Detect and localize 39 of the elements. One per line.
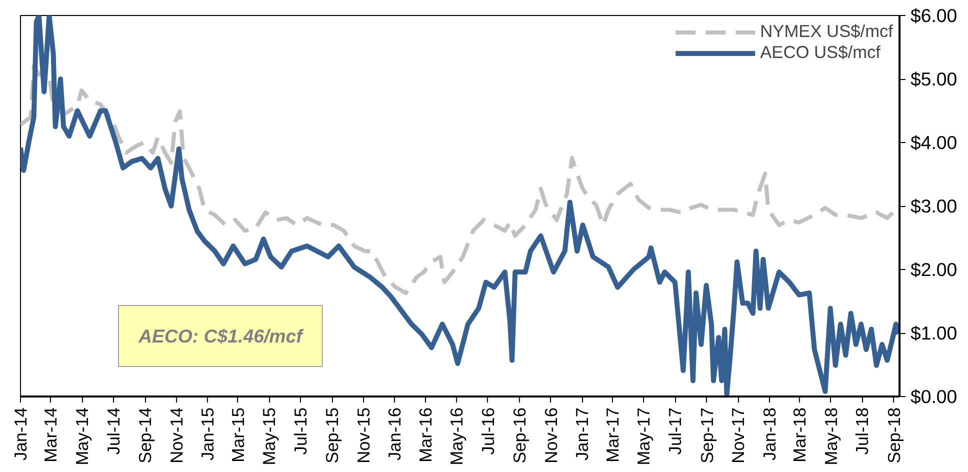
x-tick-label: Jan-16 — [384, 408, 405, 460]
x-tick-label: Sep-14 — [135, 407, 156, 464]
x-tick-label: Jul-14 — [103, 407, 124, 455]
x-tick-label: Jul-17 — [665, 407, 686, 455]
x-tick-label: Nov-14 — [166, 407, 186, 464]
x-tick-label: Jul-18 — [852, 407, 872, 455]
x-tick-label: Mar-14 — [40, 407, 61, 462]
legend-label: AECO US$/mcf — [760, 42, 880, 63]
x-tick-label: Sep-16 — [510, 407, 530, 464]
x-tick-label: Jul-16 — [478, 407, 498, 455]
x-tick-label: May-14 — [72, 407, 92, 466]
x-tick-label: Sep-18 — [884, 407, 904, 464]
x-tick-label: May-18 — [820, 408, 841, 466]
x-tick-label: Mar-15 — [228, 407, 248, 462]
x-tick-label: May-17 — [634, 408, 654, 466]
y-tick-label: $3.00 — [910, 196, 958, 216]
x-tick-label: Jan-14 — [10, 407, 30, 460]
x-tick-label: May-15 — [259, 408, 280, 466]
x-tick-label: Jul-15 — [290, 407, 310, 455]
x-tick-label: Sep-17 — [696, 407, 717, 464]
annotation: AECO: C$1.46/mcf — [138, 326, 304, 346]
x-tick-label: Nov-15 — [353, 407, 374, 464]
x-tick-label: Mar-16 — [415, 407, 436, 462]
y-tick-label: $2.00 — [910, 259, 958, 280]
x-tick-label: Nov-16 — [540, 407, 561, 464]
y-tick-label: $6.00 — [910, 5, 958, 26]
y-tick-label: $5.00 — [910, 68, 958, 90]
x-tick-label: Mar-17 — [602, 407, 622, 462]
y-tick-label: $0.00 — [910, 386, 958, 407]
x-tick-label: May-16 — [446, 408, 467, 466]
y-tick-label: $4.00 — [910, 132, 958, 153]
x-tick-label: Nov-17 — [728, 407, 748, 464]
x-tick-label: Jan-17 — [572, 408, 592, 460]
x-tick-label: Jan-18 — [759, 408, 780, 460]
x-tick-label: Jan-15 — [198, 408, 218, 460]
y-tick-label: $1.00 — [910, 322, 958, 344]
legend-label: NYMEX US$/mcf — [760, 21, 893, 42]
x-tick-label: Sep-15 — [322, 407, 342, 464]
x-tick-label: Mar-18 — [790, 407, 810, 462]
